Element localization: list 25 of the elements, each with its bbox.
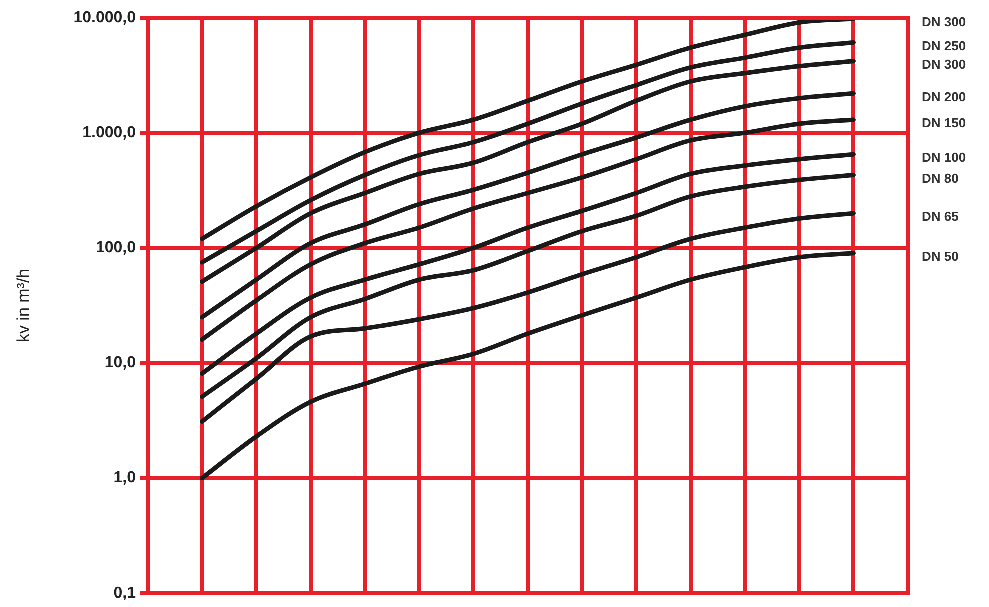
y-tick-label: 1,0 (114, 470, 136, 487)
y-tick-label: 10,0 (104, 354, 136, 372)
text: DN 65 (922, 209, 959, 224)
text: DN 300 (922, 14, 966, 30)
text: DN 50 (922, 249, 959, 264)
line-series (200, 59, 856, 284)
line-series (200, 118, 856, 342)
line-series (200, 251, 856, 481)
text: DN 300 (922, 56, 966, 72)
line-series (200, 152, 856, 376)
y-tick-label: 10.000,0 (74, 9, 136, 26)
y-tick-label: 0,1 (114, 584, 136, 602)
line-series (200, 18, 856, 242)
text: DN 100 (922, 150, 966, 166)
text: DN 200 (922, 89, 966, 104)
y-tick-label: 100,0 (96, 240, 136, 257)
line-series (200, 40, 856, 265)
y-axis-title: kv in m³/h (14, 268, 33, 343)
line-series (200, 173, 856, 400)
line-series (200, 91, 856, 320)
text: DN 80 (922, 170, 959, 186)
text: DN 150 (922, 116, 966, 131)
text: DN 250 (922, 38, 966, 54)
line-series (200, 211, 856, 424)
y-tick-label: 1.000,0 (82, 124, 136, 142)
